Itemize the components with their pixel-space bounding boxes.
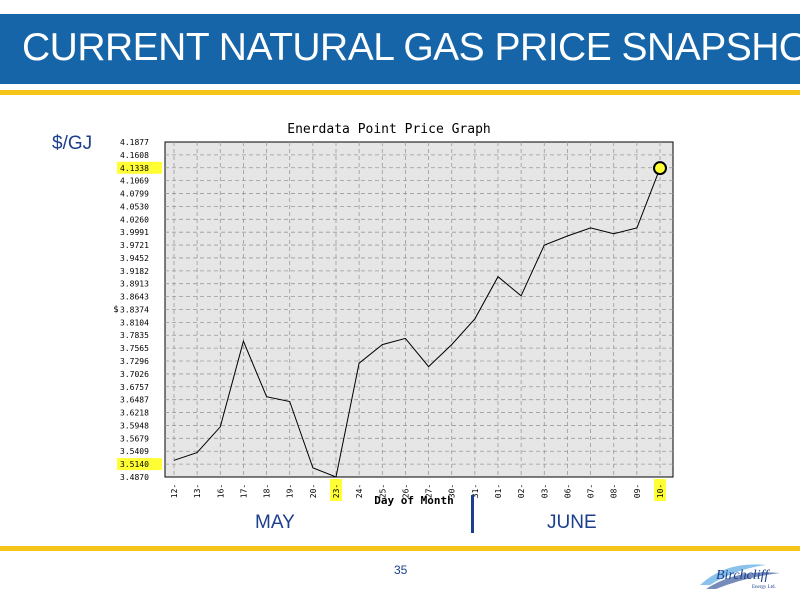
logo-text: Birchcliff [716, 568, 770, 583]
x-tick-highlight [654, 479, 666, 501]
y-tick-label: 4.1069 [120, 177, 149, 186]
x-tick-label: 23- [332, 484, 341, 498]
accent-line-top [0, 90, 800, 95]
price-series-line [173, 168, 661, 478]
y-tick-label: 4.0799 [120, 190, 149, 199]
y-tick-label: 4.0530 [120, 202, 149, 211]
y-tick-label: 3.8913 [120, 280, 149, 289]
month-label-may: MAY [255, 512, 295, 533]
x-tick-label: 06- [563, 484, 572, 498]
x-tick-label: 02- [517, 484, 526, 498]
x-tick-label: 24- [355, 484, 364, 498]
y-tick-label: 3.9452 [120, 254, 149, 263]
x-tick-label: 08- [610, 484, 619, 498]
y-tick-label: 3.8104 [120, 318, 149, 327]
y-tick-label: 3.9182 [120, 267, 149, 276]
x-tick-label: 12- [170, 484, 179, 498]
title-bar: CURRENT NATURAL GAS PRICE SNAPSHOT [0, 14, 800, 84]
y-tick-highlight [117, 458, 162, 471]
slide-title: CURRENT NATURAL GAS PRICE SNAPSHOT [22, 26, 800, 69]
y-tick-label: 3.6218 [120, 409, 149, 418]
page-number: 35 [394, 563, 408, 577]
x-axis-ticks: 12- 13- 16- 17- 18- 19- 20- 23- 24- 25- 26- 27- 30- 3… [170, 479, 666, 501]
x-tick-label: 20- [309, 484, 318, 498]
logo-swoosh-dark [706, 572, 780, 589]
x-tick-label: 27- [425, 484, 434, 498]
x-tick-label: 31- [471, 484, 480, 498]
month-label-june: JUNE [547, 512, 597, 533]
x-tick-label: 19- [286, 484, 295, 498]
y-tick-label: 3.7565 [120, 344, 149, 353]
unit-label: $/GJ [52, 133, 93, 154]
x-tick-label: 16- [216, 484, 225, 498]
x-tick-highlight [330, 479, 342, 501]
x-tick-label: 10- [656, 484, 665, 498]
x-tick-label: 09- [633, 484, 642, 498]
y-tick-label: 3.6757 [120, 383, 149, 392]
latest-price-marker [653, 161, 667, 176]
y-axis-ticks: 3.4870 3.5140 3.5409 3.5679 3.5948 3.6218 3.64… [117, 138, 162, 482]
y-tick-label: 3.5679 [120, 434, 149, 443]
y-tick-label: 4.1877 [120, 138, 149, 147]
x-tick-label: 30- [448, 484, 457, 498]
y-tick-label: 3.7026 [120, 370, 149, 379]
x-tick-label: 17- [239, 484, 248, 498]
y-tick-label: 3.7296 [120, 357, 149, 366]
x-tick-label: 01- [494, 484, 503, 498]
y-tick-label: 3.8374 [120, 305, 149, 314]
y-tick-label: 3.9721 [120, 241, 149, 250]
birchcliff-logo: Birchcliff Energy Ltd. [700, 564, 780, 590]
y-tick-label: 3.9991 [120, 228, 149, 237]
grid-lines [165, 142, 673, 477]
x-tick-label: 18- [263, 484, 272, 498]
accent-line-bottom [0, 546, 800, 551]
y-tick-label: 3.5948 [120, 421, 149, 430]
x-tick-label: 03- [540, 484, 549, 498]
y-tick-label: 4.0260 [120, 215, 149, 224]
y-tick-label: 3.5140 [120, 460, 149, 469]
x-tick-label: 25- [378, 484, 387, 498]
y-tick-label: 3.5409 [120, 447, 149, 456]
logo-swoosh [700, 564, 766, 585]
x-tick-label: 26- [401, 484, 410, 498]
y-axis-label: $ [113, 305, 118, 315]
y-tick-label: 3.4870 [120, 473, 149, 482]
x-axis-label: Day of Month [374, 494, 453, 507]
x-tick-label: 07- [587, 484, 596, 498]
y-tick-label: 3.8643 [120, 293, 149, 302]
month-divider [471, 495, 474, 533]
x-tick-label: 13- [193, 484, 202, 498]
y-tick-label: 3.7835 [120, 331, 149, 340]
y-tick-label: 4.1608 [120, 151, 149, 160]
y-tick-label: 4.1338 [120, 164, 149, 173]
logo-subtext: Energy Ltd. [752, 585, 776, 590]
y-tick-highlight [117, 161, 162, 174]
y-tick-label: 3.6487 [120, 396, 149, 405]
chart-title: Enerdata Point Price Graph [287, 122, 491, 137]
